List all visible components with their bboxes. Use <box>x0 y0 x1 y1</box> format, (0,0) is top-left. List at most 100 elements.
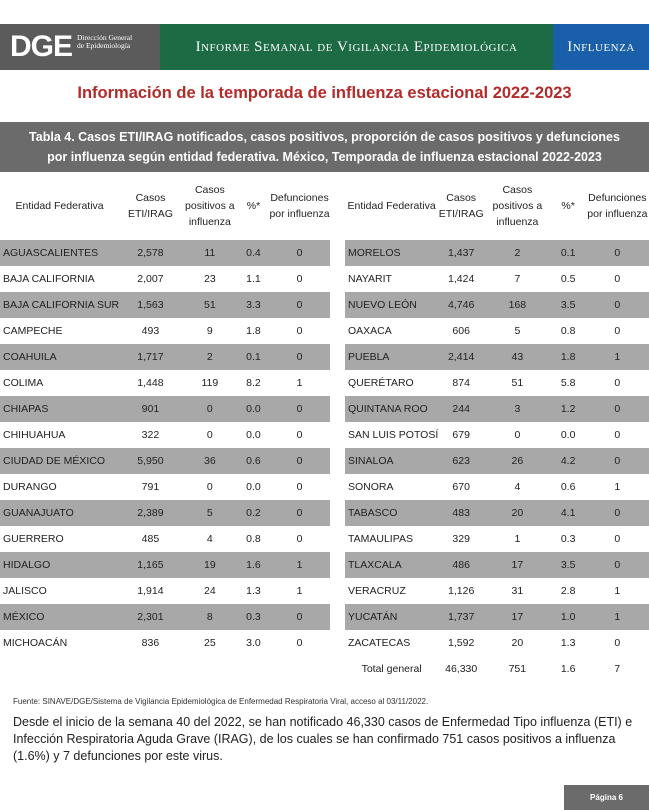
cell-pct: 1.1 <box>246 273 261 285</box>
cell-positive: 0 <box>206 429 213 441</box>
cell-positive: 20 <box>484 500 551 526</box>
dge-logo-subtitle-line2: de Epidemiología <box>77 41 131 50</box>
cell-pct: 8.2 <box>246 377 261 389</box>
table-row: MÉXICO 2,301 8 0.3 0 <box>0 604 330 630</box>
cell-entity: TAMAULIPAS <box>348 533 413 545</box>
cell-cases: 4,746 <box>438 292 485 318</box>
table-row: QUINTANA ROO 244 3 1.2 0 <box>345 396 649 422</box>
cell-cases: 5,950 <box>119 448 182 474</box>
cell-entity: HIDALGO <box>0 552 120 578</box>
cell-positive: 19 <box>181 552 238 578</box>
total-cases: 46,330 <box>438 656 485 682</box>
cell-entity: AGUASCALIENTES <box>0 240 120 266</box>
cell-pct: 0.4 <box>237 240 270 266</box>
cell-deaths: 0 <box>585 500 649 526</box>
cell-positive: 3 <box>484 396 551 422</box>
cell-entity: GUANAJUATO <box>0 500 120 526</box>
cell-pct: 0.0 <box>246 481 261 493</box>
cell-cases: 1,165 <box>119 552 182 578</box>
total-entity: Total general <box>345 656 439 682</box>
cell-deaths: 0 <box>614 429 621 441</box>
dge-logo-subtitle-line1: Dirección General <box>77 33 133 42</box>
cell-cases: 2,389 <box>119 500 182 526</box>
cell-entity: SAN LUIS POTOSÍ <box>348 429 439 441</box>
cell-pct: 1.0 <box>550 604 586 630</box>
cell-pct: 0.8 <box>560 325 576 337</box>
cell-cases: 1,563 <box>119 292 182 318</box>
cell-cases: 244 <box>438 396 485 422</box>
cell-positive: 2 <box>484 240 551 266</box>
cell-pct: 2.8 <box>560 585 576 597</box>
cell-cases: 670 <box>452 481 470 493</box>
cell-entity: MÉXICO <box>0 604 120 630</box>
table-row: SONORA 670 4 0.6 1 <box>345 474 649 500</box>
cell-deaths: 1 <box>296 377 303 389</box>
total-deaths: 7 <box>585 656 649 682</box>
cell-pct: 3.3 <box>237 292 270 318</box>
cell-entity: SONORA <box>348 481 394 493</box>
cell-deaths: 0 <box>614 377 621 389</box>
top-strip <box>0 0 649 25</box>
table-row: COAHUILA 1,717 2 0.1 0 <box>0 344 330 370</box>
table-row: SAN LUIS POTOSÍ 679 0 0.0 0 <box>345 422 649 448</box>
cell-entity: NUEVO LEÓN <box>345 292 439 318</box>
cell-pct: 0.6 <box>237 448 270 474</box>
page-footer: Página 6 <box>564 785 649 810</box>
cell-deaths: 0 <box>585 292 649 318</box>
cell-deaths: 0 <box>269 396 330 422</box>
cell-deaths: 1 <box>585 604 649 630</box>
col-header-cases: Casos ETI/IRAG <box>127 192 173 220</box>
entity-table-right: Entidad Federativa Casos ETI/IRAG Casos … <box>345 172 649 682</box>
cell-pct: 0.0 <box>560 429 576 441</box>
col-header-pct: %* <box>246 200 261 212</box>
table-row: BAJA CALIFORNIA 2,007 23 1.1 0 <box>0 266 330 292</box>
table-row: AGUASCALIENTES 2,578 11 0.4 0 <box>0 240 330 266</box>
cell-entity: PUEBLA <box>345 344 439 370</box>
source-note: Fuente: SINAVE/DGE/Sistema de Vigilancia… <box>13 697 429 706</box>
cell-cases: 329 <box>452 533 470 545</box>
cell-cases: 791 <box>141 481 160 493</box>
cell-positive: 20 <box>511 637 524 649</box>
cell-entity: TABASCO <box>345 500 439 526</box>
cell-deaths: 0 <box>269 240 330 266</box>
cell-deaths: 0 <box>585 552 649 578</box>
cell-positive: 5 <box>514 325 521 337</box>
cell-positive: 25 <box>203 637 216 649</box>
cell-pct: 0.3 <box>560 533 576 545</box>
summary-paragraph: Desde el inicio de la semana 40 del 2022… <box>13 715 633 763</box>
table-caption-line1: Tabla 4. Casos ETI/IRAG notificados, cas… <box>29 130 620 144</box>
cell-cases: 679 <box>452 429 470 441</box>
cell-positive: 17 <box>484 552 551 578</box>
table-row: COLIMA 1,448 119 8.2 1 <box>0 370 330 396</box>
cell-pct: 4.2 <box>550 448 586 474</box>
cell-positive: 23 <box>203 273 216 285</box>
table-row: VERACRUZ 1,126 31 2.8 1 <box>345 578 649 604</box>
col-header-positive: Casos positivos a influenza <box>185 184 235 228</box>
section-tag-bar: Influenza <box>553 24 649 70</box>
cell-positive: 9 <box>206 325 213 337</box>
total-pct: 1.6 <box>550 656 586 682</box>
cell-deaths: 0 <box>296 325 303 337</box>
table-row: MORELOS 1,437 2 0.1 0 <box>345 240 649 266</box>
cell-deaths: 0 <box>269 500 330 526</box>
cell-cases: 2,301 <box>119 604 182 630</box>
cell-deaths: 1 <box>296 585 303 597</box>
cell-pct: 0.1 <box>237 344 270 370</box>
cell-positive: 4 <box>514 481 521 493</box>
cell-deaths: 0 <box>269 448 330 474</box>
table-header-row: Entidad Federativa Casos ETI/IRAG Casos … <box>0 172 330 240</box>
cell-pct: 0.5 <box>560 273 576 285</box>
cell-deaths: 0 <box>614 325 621 337</box>
cell-pct: 3.5 <box>550 552 586 578</box>
table-row: JALISCO 1,914 24 1.3 1 <box>0 578 330 604</box>
col-header-entity: Entidad Federativa <box>15 200 104 212</box>
cell-entity: COAHUILA <box>0 344 120 370</box>
cell-deaths: 1 <box>614 481 621 493</box>
report-header: DGE Dirección General de Epidemiología I… <box>0 24 649 70</box>
cell-positive: 168 <box>484 292 551 318</box>
dge-logo: DGE Dirección General de Epidemiología <box>0 24 160 70</box>
cell-entity: CHIAPAS <box>0 396 120 422</box>
cell-cases: 1,914 <box>137 585 164 597</box>
cell-positive: 119 <box>201 377 219 389</box>
cell-pct: 1.3 <box>246 585 261 597</box>
